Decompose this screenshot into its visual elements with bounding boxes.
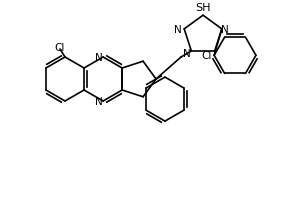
Text: SH: SH — [195, 3, 211, 13]
Text: Cl: Cl — [55, 43, 65, 53]
Text: N: N — [95, 53, 103, 63]
Text: N: N — [95, 97, 103, 107]
Text: Cl: Cl — [201, 51, 211, 61]
Text: N: N — [184, 49, 191, 59]
Text: N: N — [174, 25, 182, 35]
Text: N: N — [221, 25, 229, 35]
